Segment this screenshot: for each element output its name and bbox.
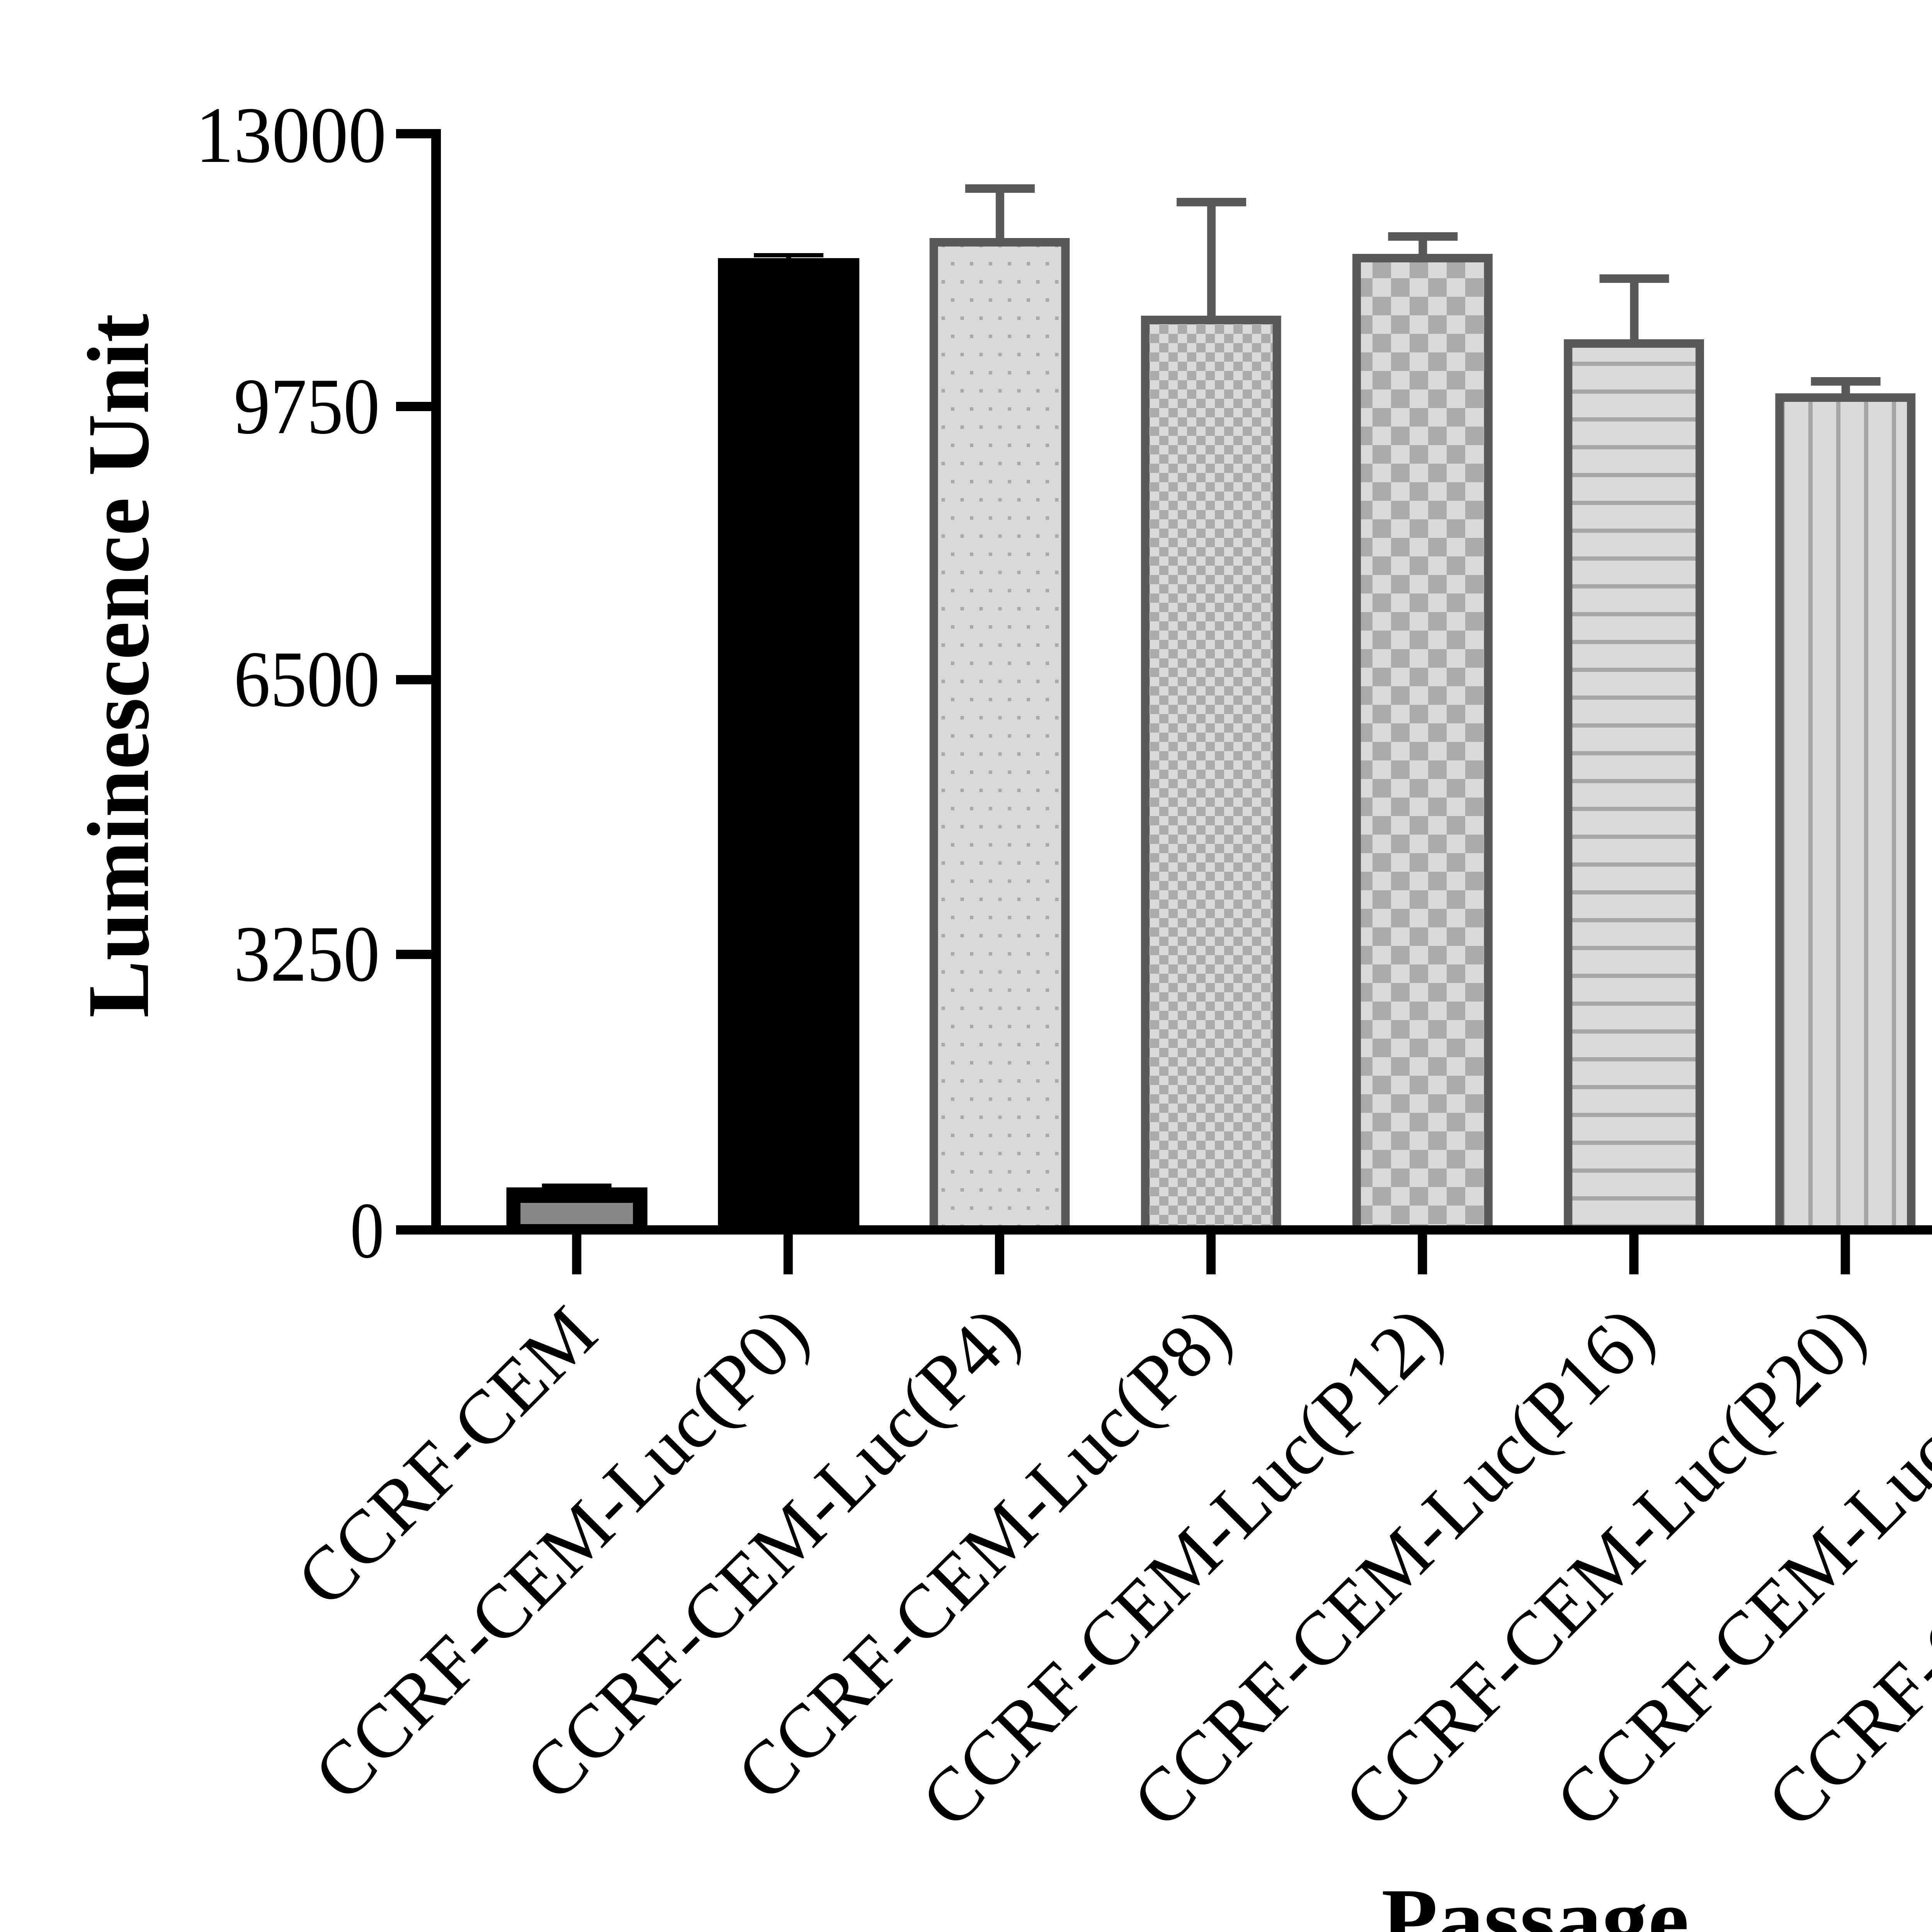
svg-text:13000: 13000 [196,91,386,179]
svg-text:0: 0 [350,1186,384,1275]
svg-text:6500: 6500 [234,635,380,723]
svg-text:3250: 3250 [234,910,380,998]
svg-text:Passage: Passage [1381,1871,1689,1932]
svg-text:9750: 9750 [234,362,380,451]
svg-text:Luminescence Unit: Luminescence Unit [70,314,167,1018]
